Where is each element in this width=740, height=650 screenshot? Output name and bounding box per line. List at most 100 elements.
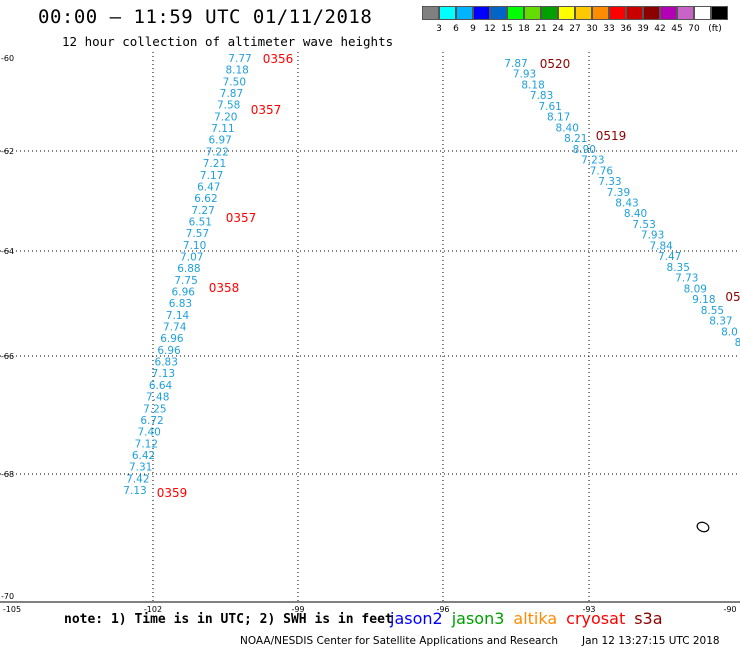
wave-height-value: 6.62 [194,193,217,205]
wave-height-value: 7.23 [581,155,604,167]
wave-height-value: 7.33 [598,176,621,188]
wave-height-value: 6.42 [132,450,155,462]
wave-height-value: 8 [735,337,740,349]
mission-label-s3a: s3a [634,609,663,628]
legend-swatch [694,6,711,20]
wave-height-value: 6.96 [157,345,181,357]
legend-swatch [439,6,456,20]
lat-tick-label: -68 [1,470,14,479]
lon-tick-label: -90 [723,605,736,614]
axis-labels: -60 -62 -64 -66 -68 -70 -105 -102 -99 -96 -93 -90 [1,54,737,614]
lat-tick-label: -66 [1,352,14,361]
cryosat-track-1: 7.778.187.507.877.587.207.116.977.227.21… [123,52,293,500]
legend-label: 18 [518,24,530,34]
legend-label: 39 [637,24,649,34]
legend-swatch [541,6,558,20]
wave-height-value: 8.37 [709,316,732,328]
wave-height-value: 7.21 [203,158,226,170]
legend-label: 30 [586,24,598,34]
wave-height-value: 7.61 [538,101,561,113]
wave-height-value: 7.93 [513,69,536,81]
note-text: note: 1) Time is in UTC; 2) SWH is in fe… [64,612,393,627]
wave-height-value: 6.96 [172,287,196,299]
wave-height-value: 7.87 [504,58,527,70]
wave-height-value: 7.20 [214,111,237,123]
legend-label: 36 [620,24,632,34]
legend-swatch [609,6,626,20]
wave-height-value: 6.47 [197,181,220,193]
legend-label: 24 [552,24,564,34]
wave-height-value: 7.22 [206,146,229,158]
lon-tick-label: -93 [582,605,595,614]
wave-height-value: 6.83 [169,298,192,310]
wave-height-value: 7.40 [137,427,160,439]
legend-label: 15 [501,24,513,34]
wave-height-value: 7.12 [135,438,158,450]
legend-swatch [592,6,609,20]
wave-height-value: 7.13 [152,368,175,380]
wave-height-value: 7.25 [143,403,166,415]
wave-height-value: 7.74 [163,322,187,334]
pass-time-label: 05 [725,290,740,304]
pass-time-label: 0358 [209,281,240,295]
wave-height-value: 8.90 [573,144,596,156]
legend-swatch [575,6,592,20]
wave-height-value: 6.96 [160,333,184,345]
lat-tick-label: -62 [1,147,14,156]
wave-height-value: 7.07 [180,251,203,263]
legend-swatch [626,6,643,20]
legend-label: 3 [436,24,442,34]
wave-height-value: 6.97 [208,135,231,147]
lat-lon-grid [0,52,740,603]
wave-height-value: 7.77 [228,53,251,65]
mission-label-jason3: jason3 [451,609,505,628]
legend-swatch [660,6,677,20]
mission-label-altika: altika [513,609,558,628]
wave-height-value: 9.18 [692,294,715,306]
legend-label: 33 [603,24,615,34]
wave-height-value: 8.40 [556,122,579,134]
wave-height-value: 7.58 [217,100,240,112]
legend-swatch [677,6,694,20]
legend-label: 45 [671,24,683,34]
pass-time-label: 0357 [226,211,257,225]
legend-label: 6 [453,24,459,34]
legend-label: 21 [535,24,547,34]
coastline-island [696,521,710,533]
legend-label: 42 [654,24,666,34]
wave-height-value: 8.35 [667,262,690,274]
wave-height-value: 8.55 [701,305,724,317]
lat-tick-label: -60 [1,54,14,63]
legend-swatch [422,6,439,20]
legend-swatch [490,6,507,20]
wave-height-value: 7.93 [641,230,664,242]
wave-height-value: 7.87 [220,88,243,100]
legend-swatch [524,6,541,20]
wave-height-value: 7.31 [129,462,152,474]
wave-height-value: 7.83 [530,90,553,102]
legend-swatch [456,6,473,20]
pass-time-label: 0356 [263,52,294,66]
cryosat-track-2: 7.877.938.187.837.618.178.408.218.907.23… [504,57,740,349]
pass-time-label: 0519 [596,129,627,143]
wave-height-value: 7.84 [649,240,673,252]
pass-time-label: 0359 [157,486,188,500]
legend-swatch [558,6,575,20]
mission-label-cryosat: cryosat [566,609,626,628]
wave-height-value: 7.14 [166,310,190,322]
lon-tick-label: -96 [436,605,449,614]
legend-swatch [507,6,524,20]
mission-label-jason2: jason2 [390,609,443,628]
wave-height-value: 8.40 [624,208,647,220]
wave-height-value: 7.73 [675,273,698,285]
footer-credit: NOAA/NESDIS Center for Satellite Applica… [240,635,558,647]
legend-label: 12 [484,24,496,34]
wave-height-value: 6.72 [140,415,163,427]
lat-tick-label: -70 [1,592,14,601]
wave-height-value: 7.57 [186,228,209,240]
wave-height-value: 6.88 [177,263,200,275]
legend-swatch [711,6,728,20]
pass-time-label: 0357 [251,103,282,117]
wave-height-value: 7.48 [146,392,169,404]
